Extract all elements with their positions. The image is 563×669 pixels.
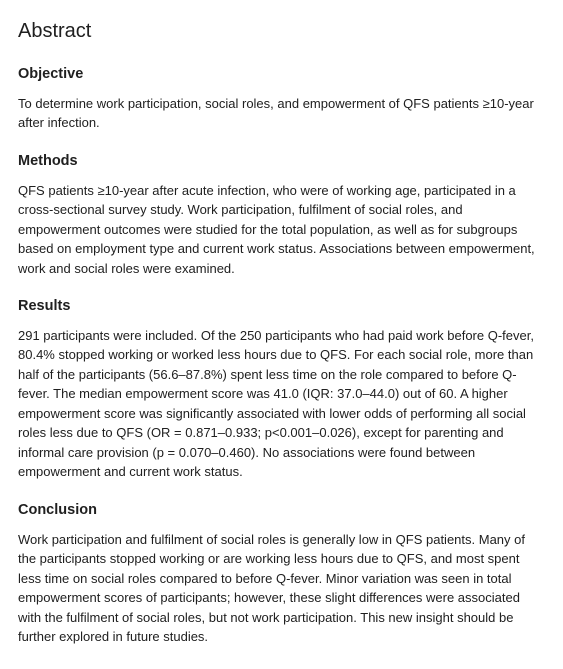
methods-body: QFS patients ≥10-year after acute infect…	[18, 181, 545, 279]
abstract-title: Abstract	[18, 16, 545, 46]
objective-body: To determine work participation, social …	[18, 94, 545, 133]
conclusion-body: Work participation and fulfilment of soc…	[18, 530, 545, 647]
results-heading: Results	[18, 296, 545, 318]
objective-heading: Objective	[18, 64, 545, 86]
results-body: 291 participants were included. Of the 2…	[18, 326, 545, 482]
conclusion-heading: Conclusion	[18, 500, 545, 522]
methods-heading: Methods	[18, 151, 545, 173]
